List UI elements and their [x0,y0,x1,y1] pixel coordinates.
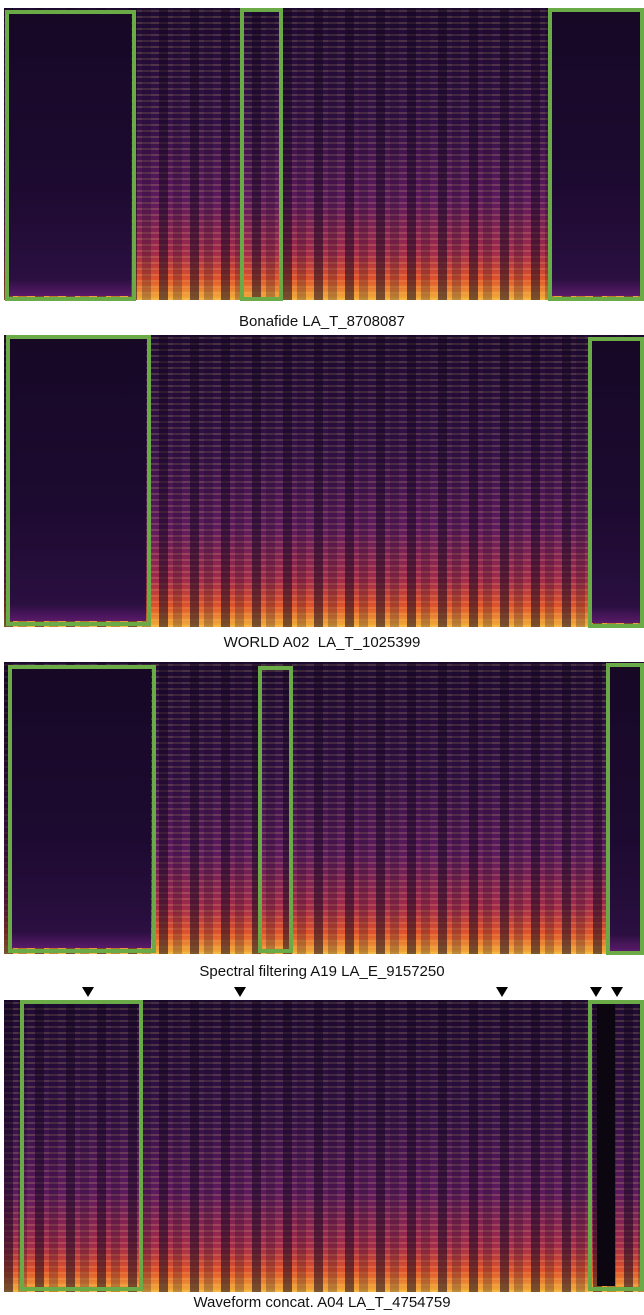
silence-region [10,339,146,621]
highlight-box [240,8,283,301]
highlight-box [6,335,151,626]
highlight-box [8,665,156,953]
silence-region [610,667,644,951]
caption: WORLD A02 LA_T_1025399 [223,634,421,651]
highlight-box [606,663,644,955]
silence-region [592,341,644,623]
highlight-box [588,1000,644,1291]
silence-region [552,12,644,296]
caption: Waveform concat. A04 LA_T_4754759 [193,1294,451,1311]
highlight-box [548,8,644,301]
marker [496,987,508,997]
marker [234,987,246,997]
highlight-box [20,1000,143,1291]
highlight-box [258,666,293,953]
silence-region [597,1004,615,1286]
caption: Spectral filtering A19 LA_E_9157250 [199,963,445,980]
marker [82,987,94,997]
caption: Bonafide LA_T_8708087 [239,313,405,330]
silence-region [9,14,131,296]
marker [590,987,602,997]
spectrogram [4,1000,644,1292]
highlight-box [5,10,136,301]
marker [611,987,623,997]
silence-region [12,669,151,948]
highlight-box [588,337,644,628]
